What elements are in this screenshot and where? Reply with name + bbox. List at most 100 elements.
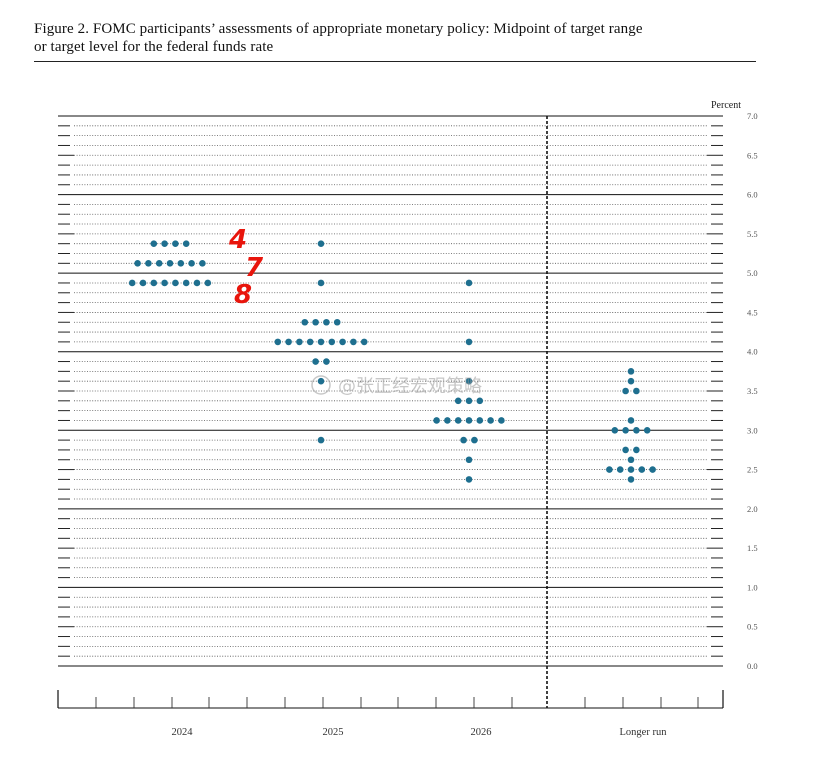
annotation-count-middle: 7 <box>245 253 264 283</box>
participant-dot <box>150 240 158 247</box>
y-tick-label: 3.0 <box>747 425 758 435</box>
participant-dot <box>172 279 179 287</box>
participant-dot <box>487 417 494 424</box>
participant-dot <box>611 426 619 434</box>
y-tick-label: 2.5 <box>747 465 758 475</box>
x-axis-category-labels: 2024 2025 2026 Longer run <box>172 727 668 738</box>
annotation-count-bottom: 8 <box>234 280 252 310</box>
participant-dots <box>128 240 656 483</box>
x-category-label: 2024 <box>172 727 194 738</box>
participant-dot <box>166 260 174 267</box>
participant-dot <box>622 426 629 434</box>
participant-dot <box>323 318 330 326</box>
participant-dot <box>182 240 190 247</box>
participant-dot <box>172 240 179 247</box>
y-axis-tick-labels: 0.0 0.5 1.0 1.5 2.0 2.5 3.0 3.5 4.0 4.5 5.0 5.5 6.0 6… <box>747 111 758 671</box>
participant-dot <box>312 358 319 365</box>
participant-dot <box>627 456 635 464</box>
participant-dot <box>317 240 325 247</box>
participant-dot <box>139 279 147 287</box>
participant-dot <box>339 338 346 346</box>
participant-dot <box>301 318 309 326</box>
participant-dot <box>182 279 190 287</box>
participant-dot <box>155 260 163 267</box>
participant-dot <box>145 260 152 267</box>
participant-dot <box>633 387 640 395</box>
participant-dot <box>323 358 330 365</box>
y-tick-label: 7.0 <box>747 111 758 121</box>
participant-dot <box>498 417 505 424</box>
y-tick-label: 4.0 <box>747 347 758 357</box>
participant-dot <box>465 279 473 287</box>
y-tick-label: 0.0 <box>747 661 758 671</box>
y-tick-label: 6.5 <box>747 150 758 160</box>
participant-dot <box>465 338 473 346</box>
participant-dot <box>161 279 168 287</box>
participant-dot <box>317 338 325 346</box>
participant-dot <box>627 466 635 473</box>
participant-dot <box>333 318 341 326</box>
participant-dot <box>128 279 136 287</box>
y-tick-label: 1.5 <box>747 543 758 553</box>
y-tick-label: 4.5 <box>747 307 758 317</box>
participant-dot <box>476 417 484 424</box>
y-tick-label: 6.0 <box>747 190 758 200</box>
participant-dot <box>622 387 629 395</box>
watermark: @张正经宏观策略 <box>311 375 482 397</box>
participant-dot <box>306 338 314 346</box>
participant-dot <box>161 240 168 247</box>
participant-dot <box>274 338 282 346</box>
x-category-label: 2026 <box>471 727 492 738</box>
participant-dot <box>328 338 336 346</box>
participant-dot <box>317 279 325 287</box>
participant-dot <box>360 338 368 346</box>
participant-dot <box>150 279 158 287</box>
participant-dot <box>638 466 646 473</box>
participant-dot <box>627 377 635 385</box>
participant-dot <box>177 260 185 267</box>
y-tick-label: 5.5 <box>747 229 758 239</box>
participant-dot <box>633 446 640 454</box>
participant-dot <box>444 417 451 424</box>
participant-dot <box>627 417 635 424</box>
participant-dot <box>454 417 462 424</box>
participant-dot <box>606 466 613 473</box>
participant-dot <box>317 436 325 444</box>
participant-dot <box>465 476 473 483</box>
participant-dot <box>433 417 440 424</box>
participant-dot <box>350 338 357 346</box>
participant-dot <box>476 397 484 405</box>
participant-dot <box>616 466 624 473</box>
participant-dot <box>622 446 629 454</box>
participant-dot <box>627 476 635 483</box>
participant-dot <box>465 417 473 424</box>
figure-title: Figure 2. FOMC participants’ assessments… <box>34 20 756 56</box>
participant-dot <box>312 318 319 326</box>
watermark-text: @张正经宏观策略 <box>338 376 482 397</box>
y-tick-label: 3.5 <box>747 386 758 396</box>
y-tick-label: 5.0 <box>747 268 758 278</box>
participant-dot <box>643 426 651 434</box>
participant-dot <box>460 436 467 444</box>
participant-dot <box>188 260 195 267</box>
participant-dot <box>465 456 473 464</box>
participant-dot <box>317 377 325 385</box>
participant-dot <box>204 279 212 287</box>
participant-dot <box>134 260 141 267</box>
y-tick-label: 0.5 <box>747 622 758 632</box>
figure-title-line1: Figure 2. FOMC participants’ assessments… <box>34 21 643 37</box>
y-tick-label: 2.0 <box>747 504 758 514</box>
handwritten-annotations: 4 7 8 <box>228 225 264 310</box>
participant-dot <box>471 436 478 444</box>
participant-dot <box>193 279 201 287</box>
participant-dot <box>627 368 635 375</box>
title-divider <box>34 61 756 62</box>
x-category-label: 2025 <box>323 727 344 738</box>
participant-dot <box>465 377 473 385</box>
x-axis <box>57 690 724 709</box>
participant-dot <box>285 338 292 346</box>
x-category-label: Longer run <box>620 727 668 738</box>
participant-dot <box>454 397 462 405</box>
participant-dot <box>649 466 656 473</box>
